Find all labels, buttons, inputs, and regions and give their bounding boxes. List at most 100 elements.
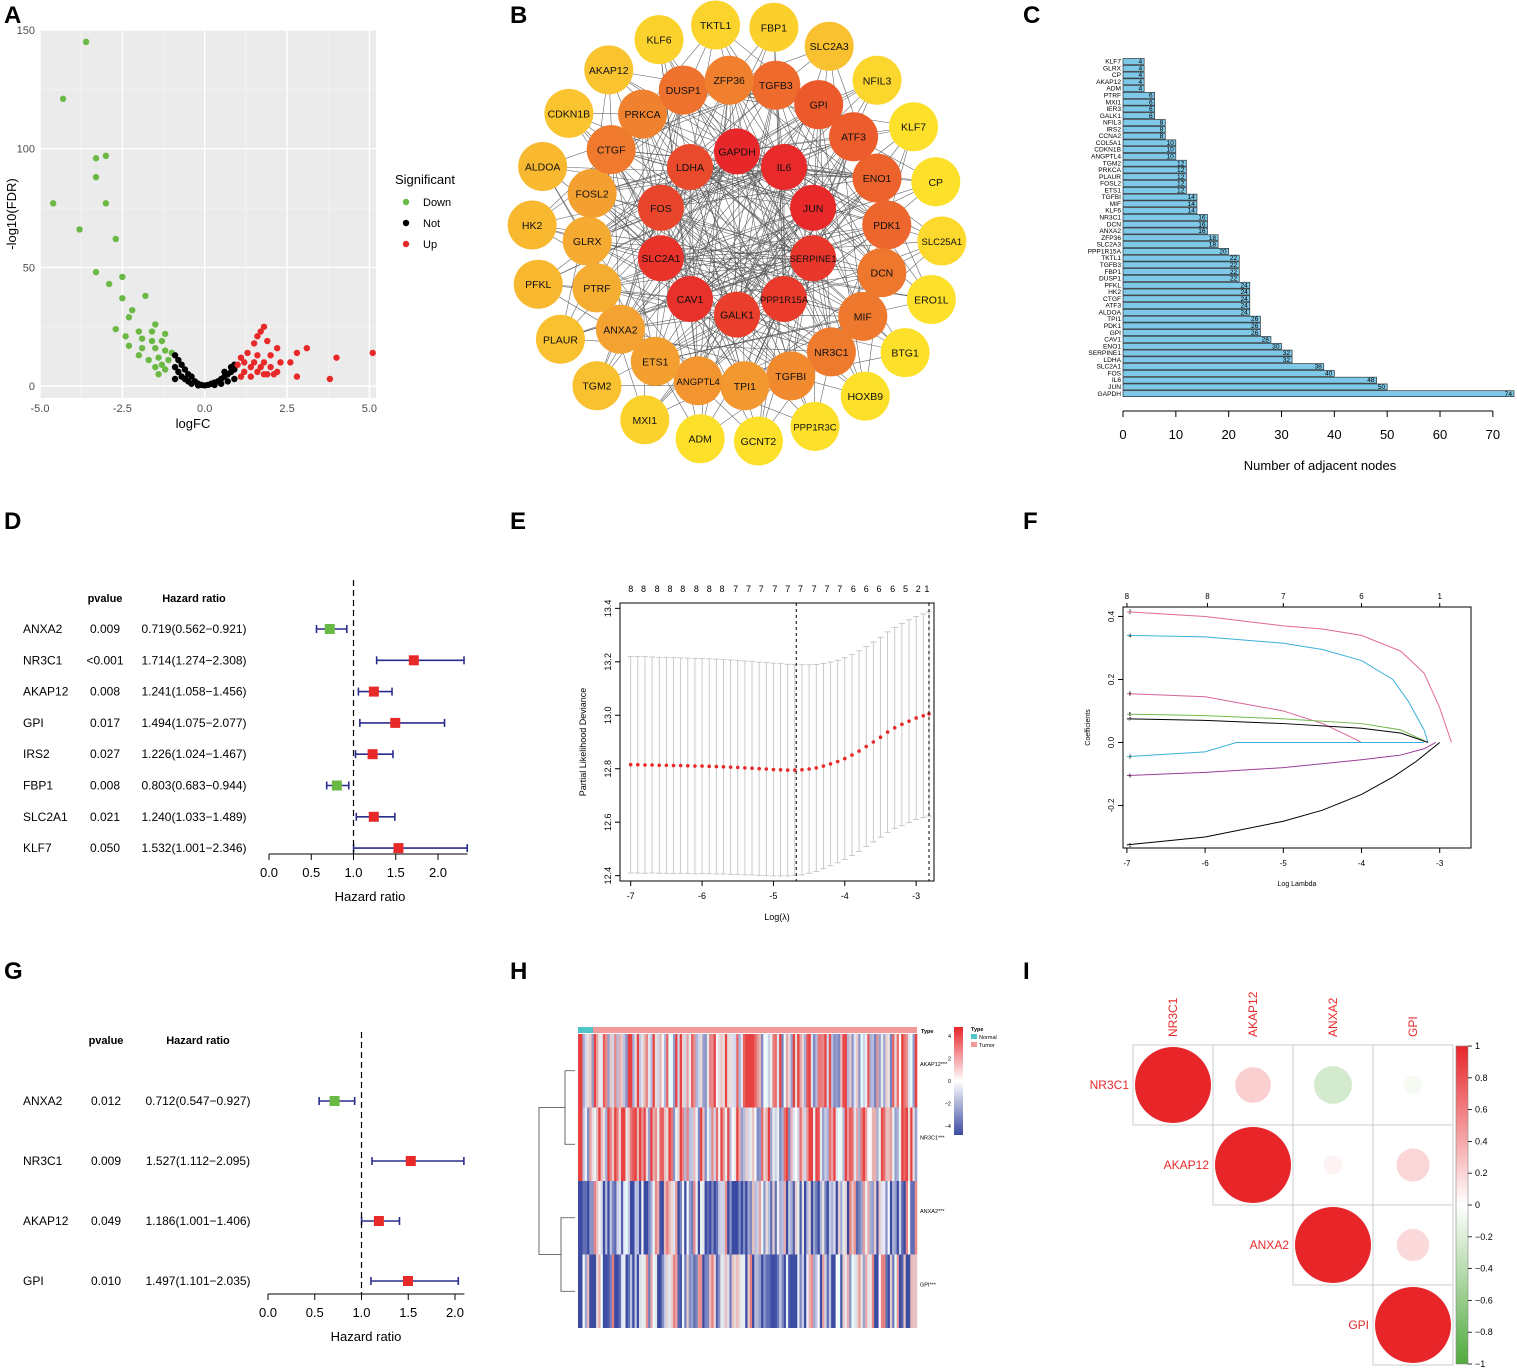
bar-value-label: 28 <box>1262 337 1270 344</box>
data-point <box>92 174 100 181</box>
heatmap-cell <box>801 1181 805 1255</box>
heatmap-cell <box>774 1254 778 1328</box>
heatmap-cell <box>602 1181 606 1255</box>
network-node <box>666 276 713 323</box>
correlation-circle <box>1323 1155 1343 1175</box>
y-axis-label: Coefficients <box>1085 709 1092 746</box>
network-node <box>584 45 634 95</box>
heatmap-cell <box>860 1034 864 1108</box>
heatmap-cell <box>625 1107 629 1181</box>
bar-value-label: 10 <box>1166 140 1174 147</box>
top-tick-label: 6 <box>1359 592 1364 601</box>
heatmap-cell <box>639 1034 642 1108</box>
data-point <box>907 719 911 723</box>
heatmap-cell <box>889 1034 893 1108</box>
heatmap-cell <box>700 1254 703 1328</box>
lasso-cv-plot: -7 -6 -5 -4 -312.412.612.813.013.213.48 8 8 8 8 8… <box>578 584 935 922</box>
heatmap-cell <box>860 1107 864 1181</box>
heatmap-cell <box>844 1181 848 1255</box>
network-node-label: ANGPTL4 <box>677 377 720 388</box>
heatmap-cell <box>912 1181 916 1255</box>
heatmap-cell <box>733 1181 737 1255</box>
network-node-label: PPP1R15A <box>760 295 809 306</box>
heatmap-cell <box>675 1181 678 1255</box>
path-index-label: 5 <box>1129 712 1132 718</box>
heatmap-cell <box>733 1034 737 1108</box>
top-tick-label: 7 <box>746 584 751 594</box>
network-node <box>852 153 902 203</box>
type-annotation-label: Type <box>921 1029 933 1035</box>
heatmap-cell <box>813 1254 816 1328</box>
heatmap-cell <box>874 1107 877 1181</box>
network-node-label: ZFP36 <box>713 75 745 87</box>
heatmap-cell <box>824 1034 827 1108</box>
bar-value-label: 12 <box>1177 187 1185 194</box>
heatmap-cell <box>691 1107 694 1181</box>
header-pvalue: pvalue <box>89 1035 124 1047</box>
heatmap-cell <box>770 1107 773 1181</box>
network-edge <box>682 90 738 315</box>
heatmap-cell <box>824 1254 827 1328</box>
heatmap-cell <box>661 1254 665 1328</box>
data-point <box>152 321 159 328</box>
heatmap-cell <box>903 1181 906 1255</box>
heatmap-cell <box>609 1181 613 1255</box>
heatmap-cell <box>709 1034 712 1108</box>
heatmap-cell <box>618 1034 622 1108</box>
pvalue-value: 0.012 <box>91 1094 121 1108</box>
heatmap-cell <box>684 1107 687 1181</box>
heatmap-cell <box>792 1107 796 1181</box>
heatmap-cell <box>797 1034 800 1108</box>
top-tick-label: 8 <box>1205 592 1210 601</box>
heatmap-cell <box>808 1034 812 1108</box>
heatmap-cell <box>722 1034 726 1108</box>
heatmap-cell <box>639 1181 642 1255</box>
pvalue-value: 0.008 <box>90 779 120 793</box>
heatmap-cell <box>659 1254 662 1328</box>
heatmap-cell <box>709 1107 712 1181</box>
heatmap-cell <box>645 1254 649 1328</box>
panel-label-f: F <box>1023 508 1038 535</box>
heatmap-cell <box>584 1034 588 1108</box>
bar <box>1122 275 1240 282</box>
data-point <box>92 155 100 162</box>
heatmap-cell <box>623 1034 626 1108</box>
top-tick-label: 7 <box>785 584 790 594</box>
heatmap-cell <box>672 1034 676 1108</box>
category-label: KLF6 <box>1105 208 1121 215</box>
heatmap-cell <box>672 1107 676 1181</box>
heatmap-cell <box>636 1181 640 1255</box>
data-point <box>643 763 647 767</box>
heatmap-cell <box>844 1107 848 1181</box>
network-node-label: PDK1 <box>873 220 901 232</box>
data-point <box>158 337 166 345</box>
data-point <box>892 726 897 730</box>
bar-value-label: 22 <box>1230 276 1238 283</box>
heatmap-cell <box>700 1034 703 1108</box>
network-node-label: GALK1 <box>720 310 754 322</box>
bar-value-label: 22 <box>1230 255 1238 262</box>
top-tick-label: 7 <box>812 584 817 594</box>
heatmap-cell <box>772 1181 775 1255</box>
data-point <box>148 328 156 335</box>
heatmap-cell <box>740 1034 744 1108</box>
heatmap-cell <box>648 1034 651 1108</box>
data-point <box>125 342 133 349</box>
heatmap-cell <box>709 1181 712 1255</box>
column-gene-label: AKAP12 <box>1246 991 1260 1037</box>
heatmap-cell <box>804 1034 807 1108</box>
heatmap-cell <box>729 1107 732 1181</box>
path-index-label: 4 <box>1129 633 1132 639</box>
coefficient-path <box>1126 741 1425 758</box>
heatmap-cell <box>790 1181 793 1255</box>
heatmap-cell <box>781 1254 784 1328</box>
legend-dot <box>402 198 410 206</box>
heatmap-cell <box>799 1034 803 1108</box>
bar <box>1122 302 1251 309</box>
heatmap-cell <box>894 1107 897 1181</box>
category-label: KLF7 <box>1105 59 1121 66</box>
heatmap-cell <box>634 1034 638 1108</box>
scale-label: −4 <box>945 1124 951 1130</box>
heatmap-cell <box>851 1181 855 1255</box>
heatmap-cell <box>876 1181 879 1255</box>
